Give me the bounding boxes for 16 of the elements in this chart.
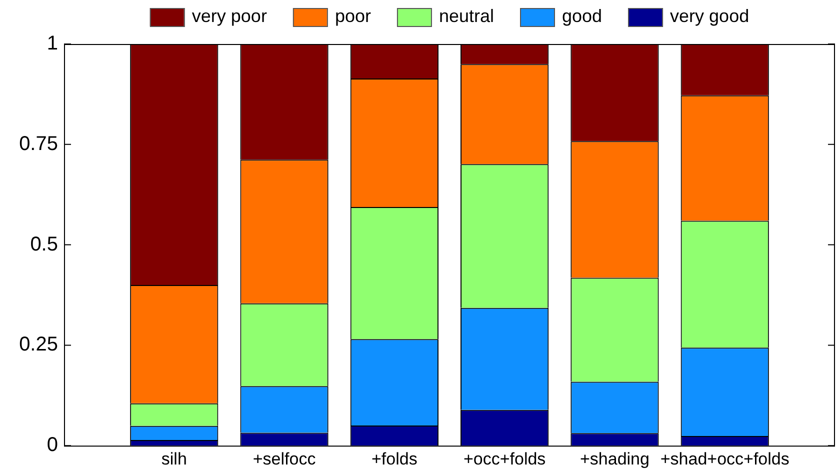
y-tick-label: 0.5 <box>30 233 58 256</box>
legend-label: neutral <box>438 6 494 26</box>
legend-label: very poor <box>192 6 267 26</box>
y-tick-label: 0 <box>46 434 58 456</box>
legend-label: good <box>562 6 602 26</box>
x-tick-label: +selfocc <box>252 449 316 468</box>
x-tick-label: +shading <box>580 449 650 468</box>
y-tick-label: 1 <box>46 32 58 55</box>
y-tick-label: 0.75 <box>19 132 58 155</box>
legend-label: very good <box>670 6 750 26</box>
x-tick-label: +occ+folds <box>463 449 546 468</box>
y-tick-label: 0.25 <box>19 334 58 356</box>
x-tick-label: +folds <box>372 449 418 468</box>
legend-label: poor <box>334 6 371 26</box>
x-tick-label: +shad+occ+folds <box>660 449 790 468</box>
x-tick-label: silh <box>161 449 187 468</box>
